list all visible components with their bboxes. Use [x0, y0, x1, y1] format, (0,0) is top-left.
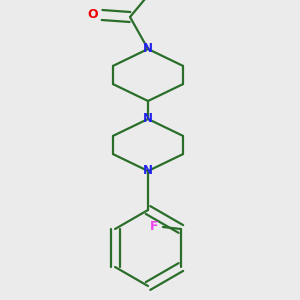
Text: F: F [150, 220, 158, 232]
Text: N: N [143, 43, 153, 56]
Text: N: N [143, 164, 153, 178]
Text: O: O [88, 8, 98, 20]
Text: N: N [143, 112, 153, 125]
